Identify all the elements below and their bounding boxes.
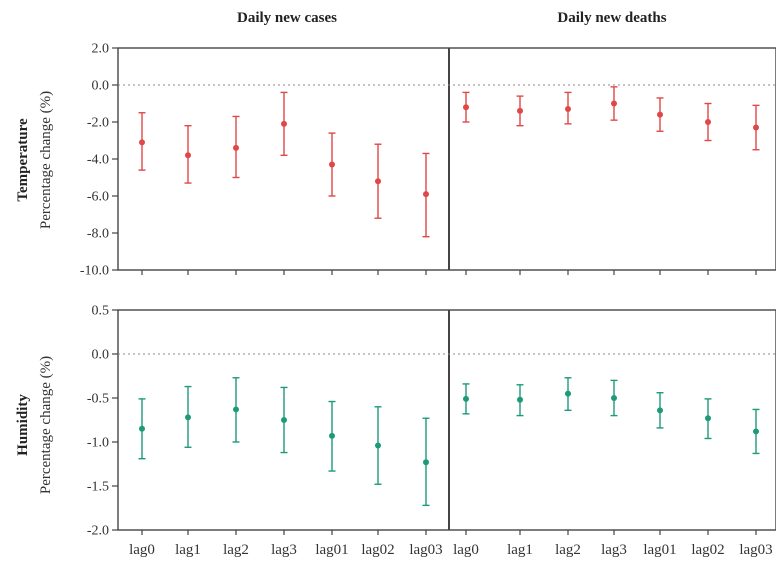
point-estimate — [185, 414, 191, 421]
y-tick-label: -2.0 — [87, 524, 109, 539]
point-estimate — [375, 178, 381, 185]
point-estimate — [463, 104, 469, 111]
point-estimate — [611, 100, 617, 107]
point-estimate — [423, 459, 429, 466]
point-estimate — [281, 120, 287, 127]
row-title-humidity: Humidity — [15, 394, 31, 456]
x-tick-label: lag01 — [315, 542, 348, 558]
y-tick-label: 0.0 — [92, 348, 110, 363]
y-tick-label: -8.0 — [87, 227, 109, 242]
panel-frame — [117, 309, 776, 531]
x-tick-label: lag02 — [361, 542, 394, 558]
y-tick-label: 0.0 — [92, 79, 110, 94]
y-tick-label: -6.0 — [87, 190, 109, 205]
point-estimate — [705, 119, 711, 125]
point-estimate — [139, 139, 145, 146]
point-estimate — [705, 415, 711, 422]
point-estimate — [329, 432, 335, 439]
x-tick-label: lag02 — [691, 542, 724, 558]
panel-frame — [117, 47, 776, 271]
point-estimate — [565, 106, 571, 113]
x-tick-label: lag3 — [601, 542, 627, 558]
x-tick-label: lag1 — [507, 542, 533, 558]
y-tick-label: 0.5 — [92, 304, 110, 319]
x-tick-label: lag0 — [453, 542, 479, 558]
x-tick-label: lag1 — [175, 542, 201, 558]
y-axis-label-humidity: Percentage change (%) — [38, 356, 54, 494]
x-tick-label: lag3 — [271, 542, 297, 558]
y-axis-label-temperature: Percentage change (%) — [38, 91, 54, 229]
point-estimate — [753, 124, 759, 131]
y-tick-label: -0.5 — [87, 392, 109, 407]
point-estimate — [139, 425, 145, 432]
point-estimate — [375, 442, 381, 449]
point-estimate — [753, 428, 759, 435]
point-estimate — [657, 407, 663, 414]
point-estimate — [565, 390, 571, 397]
y-tick-label: -4.0 — [87, 153, 109, 168]
point-estimate — [233, 406, 239, 413]
point-estimate — [233, 144, 239, 151]
y-tick-label: -10.0 — [80, 264, 109, 279]
point-estimate — [657, 111, 663, 118]
row-title-temperature: Temperature — [15, 118, 31, 202]
column-title-deaths: Daily new deaths — [557, 10, 666, 26]
x-tick-label: lag2 — [555, 542, 581, 558]
y-tick-label: 2.0 — [92, 42, 110, 57]
y-tick-label: -2.0 — [87, 116, 109, 131]
point-estimate — [329, 161, 335, 168]
point-estimate — [517, 107, 523, 114]
y-tick-label: -1.5 — [87, 480, 109, 495]
x-tick-label: lag03 — [739, 542, 772, 558]
point-estimate — [281, 417, 287, 423]
x-tick-label: lag0 — [129, 542, 155, 558]
point-estimate — [185, 152, 191, 159]
point-estimate — [517, 396, 523, 403]
x-tick-label: lag2 — [223, 542, 249, 558]
x-tick-label: lag01 — [643, 542, 676, 558]
point-estimate — [423, 191, 429, 198]
column-title-cases: Daily new cases — [237, 10, 337, 26]
y-tick-label: -1.0 — [87, 436, 109, 451]
point-estimate — [463, 395, 469, 402]
x-tick-label: lag03 — [409, 542, 442, 558]
point-estimate — [611, 395, 617, 401]
